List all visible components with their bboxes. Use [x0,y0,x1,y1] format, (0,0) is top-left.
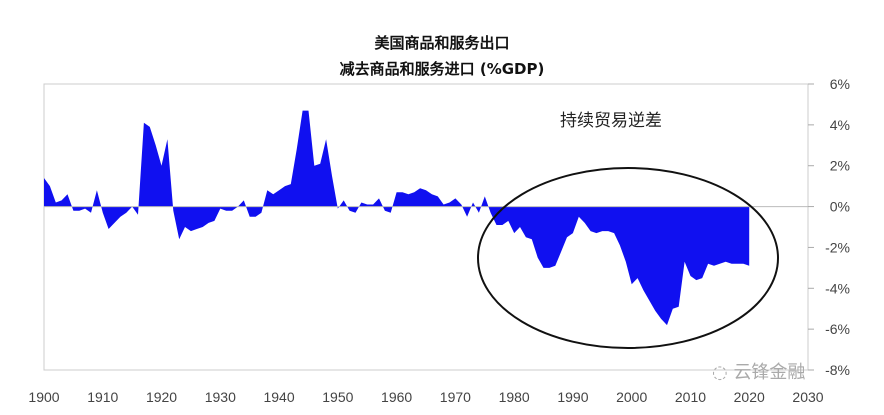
x-tick-label: 2020 [734,389,765,405]
annotation-label: 持续贸易逆差 [560,111,662,131]
y-tick-label: -2% [825,239,850,255]
y-tick-label: 4% [830,117,850,133]
x-tick-label: 1980 [499,389,530,405]
plot-frame [43,83,809,371]
x-tick-label: 1910 [87,389,118,405]
y-tick-label: 2% [830,158,850,174]
x-tick-label: 2030 [792,389,823,405]
x-tick-label: 1920 [146,389,177,405]
x-tick-label: 1970 [440,389,471,405]
y-tick-label: -8% [825,362,850,378]
y-tick-label: 0% [830,199,850,215]
chart-title-line1: 美国商品和服务出口 [374,34,510,52]
y-tick-label: -6% [825,321,850,337]
x-tick-label: 2000 [616,389,647,405]
x-tick-label: 1930 [205,389,236,405]
watermark: ◌ 云锋金融 [712,358,805,384]
x-tick-label: 2010 [675,389,706,405]
x-tick-label: 1900 [28,389,59,405]
wechat-icon: ◌ [712,362,734,383]
x-tick-label: 1940 [263,389,294,405]
watermark-text: 云锋金融 [733,362,806,383]
deficit-highlight-ellipse [477,167,779,349]
y-tick-label: 6% [830,76,850,92]
chart-title-line2: 减去商品和服务进口 (%GDP) [339,60,545,78]
x-tick-label: 1990 [557,389,588,405]
trade-balance-area [44,110,750,326]
x-tick-label: 1950 [322,389,353,405]
x-tick-label: 1960 [381,389,412,405]
y-tick-label: -4% [825,280,850,296]
